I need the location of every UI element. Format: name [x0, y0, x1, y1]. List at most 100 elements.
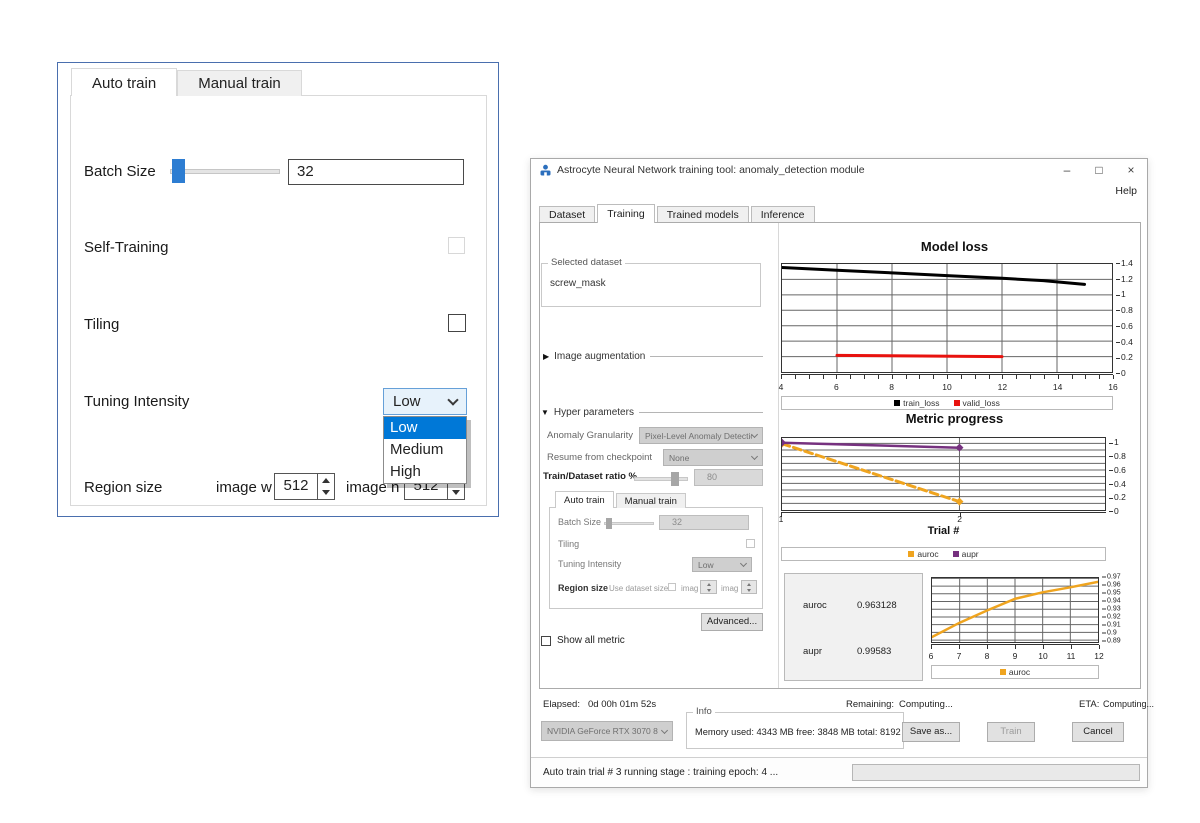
chart-plot-area [781, 263, 1113, 373]
use-dataset-size-checkbox[interactable] [668, 583, 676, 591]
chart-plot-area [931, 577, 1099, 643]
window-title: Astrocyte Neural Network training tool: … [557, 164, 865, 176]
image-w-spinner[interactable]: 512 [274, 473, 335, 500]
self-training-checkbox[interactable] [448, 237, 465, 254]
batch-size-slider-track[interactable] [170, 169, 280, 174]
eta-value: Computing... [1103, 699, 1155, 709]
selected-dataset-value: screw_mask [550, 278, 606, 289]
advanced-button[interactable]: Advanced... [701, 613, 763, 631]
spinner-down-button[interactable] [448, 487, 464, 500]
ratio-input[interactable]: 80 [694, 469, 763, 486]
chart-x-axis-labels: 6 7 8 9 10 11 12 [928, 651, 1104, 661]
tiling-checkbox[interactable] [746, 539, 755, 548]
inner-tab-bar: Auto train Manual train [555, 491, 688, 508]
ratio-slider-handle[interactable] [671, 472, 679, 486]
anomaly-granularity-dropdown[interactable]: Pixel-Level Anomaly Detection [639, 427, 763, 444]
batch-size-slider-handle[interactable] [606, 518, 612, 529]
show-all-metric-checkbox[interactable] [541, 636, 551, 646]
region-size-label: Region size [558, 583, 609, 593]
current-metrics-panel: auroc 0.963128 aupr 0.99583 [784, 573, 923, 681]
expander-expanded-icon[interactable]: ▼ [541, 408, 549, 417]
tab-bar: Auto train Manual train [71, 68, 371, 96]
tuning-intensity-dropdown[interactable]: Low [383, 388, 467, 415]
batch-size-input[interactable]: 32 [659, 515, 749, 530]
expander-rule [650, 356, 763, 357]
tiling-label: Tiling [84, 316, 120, 333]
close-button[interactable]: × [1127, 163, 1135, 177]
tab-manual-train[interactable]: Manual train [177, 70, 302, 96]
image-h-label: imag [721, 584, 739, 593]
remaining-value: Computing... [899, 699, 953, 710]
batch-size-slider-track[interactable] [604, 522, 654, 525]
maximize-button[interactable]: □ [1095, 163, 1103, 177]
train-dataset-ratio-label: Train/Dataset ratio % [543, 471, 637, 482]
chevron-down-icon [660, 726, 669, 734]
expander-collapsed-icon[interactable]: ▶ [543, 352, 550, 361]
elapsed-label: Elapsed: [543, 699, 580, 710]
selected-dataset-group: Selected dataset screw_mask [541, 257, 761, 307]
help-menu[interactable]: Help [1115, 185, 1137, 197]
tab-training[interactable]: Training [597, 204, 655, 223]
chart-x-axis-ticks [781, 512, 1106, 518]
ratio-slider-track[interactable] [634, 477, 688, 481]
remaining-label: Remaining: [846, 699, 895, 710]
image-w-label: image w [216, 479, 272, 496]
tuning-intensity-value: Low [393, 393, 421, 410]
option-high[interactable]: High [390, 463, 421, 480]
batch-size-input[interactable]: 32 [288, 159, 464, 185]
tuning-intensity-options-list: Low Medium High [383, 416, 467, 484]
spinner-buttons [447, 474, 464, 499]
hyper-parameters-expander[interactable]: ▼ Hyper parameters [541, 407, 763, 418]
batch-size-label: Batch Size [84, 163, 156, 180]
auto-train-settings-panel: Auto train Manual train Batch Size 32 Se… [57, 62, 499, 517]
spinner-down-button[interactable] [742, 587, 756, 593]
tuning-intensity-value: Low [698, 559, 714, 570]
chart-plot-area [781, 437, 1106, 511]
tab-trained-models[interactable]: Trained models [656, 206, 749, 223]
chevron-down-icon [750, 452, 759, 461]
chart-title: Model loss [920, 239, 989, 254]
batch-size-label: Batch Size [558, 517, 602, 527]
image-augmentation-label: Image augmentation [554, 351, 646, 362]
inner-tab-auto-train[interactable]: Auto train [555, 491, 614, 508]
selected-dataset-label: Selected dataset [548, 257, 625, 268]
resume-checkpoint-dropdown[interactable]: None [663, 449, 763, 466]
image-w-spinner[interactable] [700, 580, 717, 594]
resume-checkpoint-value: None [669, 452, 690, 463]
tab-auto-train[interactable]: Auto train [71, 68, 178, 96]
gpu-selector-value: NVIDIA GeForce RTX 3070 8 [547, 726, 658, 736]
chevron-down-icon [739, 559, 748, 568]
batch-size-slider-handle[interactable] [172, 159, 185, 183]
chevron-down-icon [447, 393, 459, 406]
tab-dataset[interactable]: Dataset [539, 206, 596, 223]
spinner-down-button[interactable] [318, 487, 334, 500]
chart-title: Metric progress [905, 411, 1004, 426]
chevron-down-icon [750, 430, 759, 439]
option-low[interactable]: Low [384, 417, 466, 439]
info-label: Info [693, 706, 715, 717]
chart-x-axis-title: Trial # [927, 525, 960, 537]
gpu-selector-dropdown[interactable]: NVIDIA GeForce RTX 3070 8 [541, 721, 673, 741]
chart-x-axis-ticks [781, 374, 1114, 381]
option-medium[interactable]: Medium [390, 441, 444, 458]
inner-tab-manual-train[interactable]: Manual train [615, 493, 686, 508]
image-h-spinner[interactable] [741, 580, 757, 594]
save-as-button[interactable]: Save as... [902, 722, 960, 742]
spinner-down-button[interactable] [701, 587, 716, 593]
train-button[interactable]: Train [987, 722, 1035, 742]
cancel-button[interactable]: Cancel [1072, 722, 1124, 742]
spinner-up-button[interactable] [318, 474, 334, 487]
spinner-buttons [317, 474, 334, 499]
image-augmentation-expander[interactable]: ▶ Image augmentation [543, 351, 763, 362]
tuning-intensity-label: Tuning Intensity [84, 393, 190, 410]
chart-legend: train_loss valid_loss [781, 396, 1113, 410]
minimize-button[interactable]: – [1063, 163, 1071, 177]
tuning-intensity-dropdown[interactable]: Low [692, 557, 752, 572]
eta-label: ETA: [1079, 699, 1100, 710]
progress-bar [852, 764, 1140, 781]
tiling-checkbox[interactable] [448, 314, 466, 332]
sidebar-divider [778, 223, 779, 688]
tab-inference[interactable]: Inference [750, 206, 815, 223]
